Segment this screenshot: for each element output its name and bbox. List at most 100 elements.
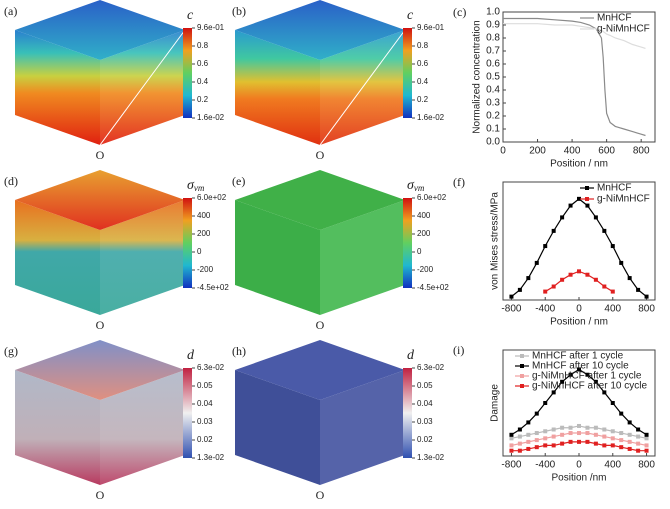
x-tick-label: 200	[529, 146, 546, 157]
point	[602, 284, 607, 289]
point	[602, 390, 607, 395]
colorbar-title: d	[407, 348, 415, 363]
y-tick-label: 0.8	[486, 33, 500, 44]
point	[585, 372, 590, 377]
point	[593, 379, 598, 384]
cube-face	[235, 340, 405, 400]
x-axis-label: Position /nm	[551, 473, 606, 484]
panel-label: (h)	[232, 344, 246, 358]
point	[568, 372, 573, 377]
point	[551, 284, 556, 289]
colorbar-tick-label: 6.0e+02	[197, 193, 227, 202]
origin-label: O	[316, 318, 325, 332]
point	[526, 432, 531, 437]
colorbar-tick-label: 0.6	[197, 59, 209, 68]
point	[619, 411, 624, 416]
colorbar-tick-label: -4.5e+02	[197, 283, 229, 292]
colorbar-tick-label: 0.02	[417, 435, 433, 444]
point	[534, 411, 539, 416]
point	[619, 445, 624, 450]
y-tick-label: 0.9	[486, 20, 500, 31]
point	[543, 401, 548, 405]
legend-marker	[585, 197, 589, 201]
point	[551, 434, 556, 439]
point	[551, 427, 556, 432]
legend-label: g-NiMnHCF after 1 cycle	[532, 371, 642, 382]
panel-label: (f)	[453, 175, 465, 189]
point	[526, 439, 531, 444]
point	[602, 228, 607, 233]
cube-face	[100, 370, 185, 485]
point	[568, 272, 573, 277]
colorbar-tick-label: 0.2	[417, 95, 429, 104]
series-line	[503, 17, 646, 137]
x-tick-label: -800	[501, 460, 521, 471]
point	[560, 441, 565, 446]
colorbar-tick-label: -200	[197, 265, 214, 274]
colorbar-tick-label: 0.4	[197, 77, 209, 86]
point	[551, 443, 556, 448]
point	[534, 260, 539, 265]
point	[610, 429, 615, 434]
cube-face	[235, 170, 405, 230]
point	[517, 287, 522, 292]
x-tick-label: 0	[576, 460, 582, 471]
point	[560, 277, 565, 282]
origin-label: O	[316, 488, 325, 502]
point	[602, 427, 607, 432]
origin-label: O	[96, 318, 105, 332]
x-tick-label: 600	[598, 146, 615, 157]
colorbar-title-sub: vm	[194, 183, 205, 193]
colorbar	[403, 368, 412, 458]
cube-face	[235, 30, 320, 145]
y-tick-label: 0.7	[486, 46, 500, 57]
panel-label: (a)	[4, 4, 17, 18]
point	[509, 443, 514, 448]
point	[577, 423, 581, 428]
point	[610, 289, 615, 294]
x-tick-label: -400	[535, 460, 555, 471]
legend-marker	[520, 374, 524, 378]
colorbar-tick-label: 0.02	[197, 435, 213, 444]
colorbar-tick-label: 0	[197, 247, 202, 256]
legend-label: MnHCF after 1 cycle	[532, 351, 624, 362]
colorbar-tick-label: 6.3e-02	[417, 363, 445, 372]
point	[585, 272, 590, 277]
y-tick-label: 0.3	[486, 98, 500, 109]
point	[577, 196, 581, 201]
legend-label: g-NiMnHCF	[597, 194, 650, 205]
cube-face	[15, 370, 100, 485]
point	[627, 439, 632, 444]
series-line	[503, 23, 646, 49]
colorbar-title: c	[187, 8, 194, 23]
point	[610, 401, 615, 405]
colorbar-tick-label: 0.05	[417, 381, 433, 390]
point	[534, 445, 539, 450]
y-tick-label: 0.1	[486, 124, 500, 135]
colorbar-tick-label: 200	[417, 229, 431, 238]
colorbar-tick-label: 0.8	[197, 41, 209, 50]
x-tick-label: -400	[535, 304, 555, 315]
colorbar-tick-label: -200	[417, 265, 434, 274]
point	[534, 431, 539, 436]
colorbar-tick-label: 9.6e-01	[417, 23, 445, 32]
x-tick-label: 400	[604, 304, 621, 315]
colorbar-tick-label: 1.3e-02	[417, 453, 445, 462]
point	[619, 431, 624, 436]
diagonal-path	[319, 29, 406, 146]
x-tick-label: -800	[501, 304, 521, 315]
panel-label: (g)	[4, 344, 18, 358]
point	[593, 425, 598, 430]
x-axis-label: Position / nm	[550, 317, 608, 328]
cube-face	[235, 0, 405, 60]
point	[509, 448, 514, 453]
point	[543, 443, 548, 448]
colorbar-tick-label: 1.6e-02	[197, 113, 225, 122]
x-axis-label: Position / nm	[550, 159, 608, 170]
y-tick-label: 0.4	[486, 85, 500, 96]
point	[577, 431, 581, 436]
panel-label: (c)	[453, 5, 466, 19]
point	[593, 277, 598, 282]
point	[627, 432, 632, 437]
point	[543, 244, 548, 249]
